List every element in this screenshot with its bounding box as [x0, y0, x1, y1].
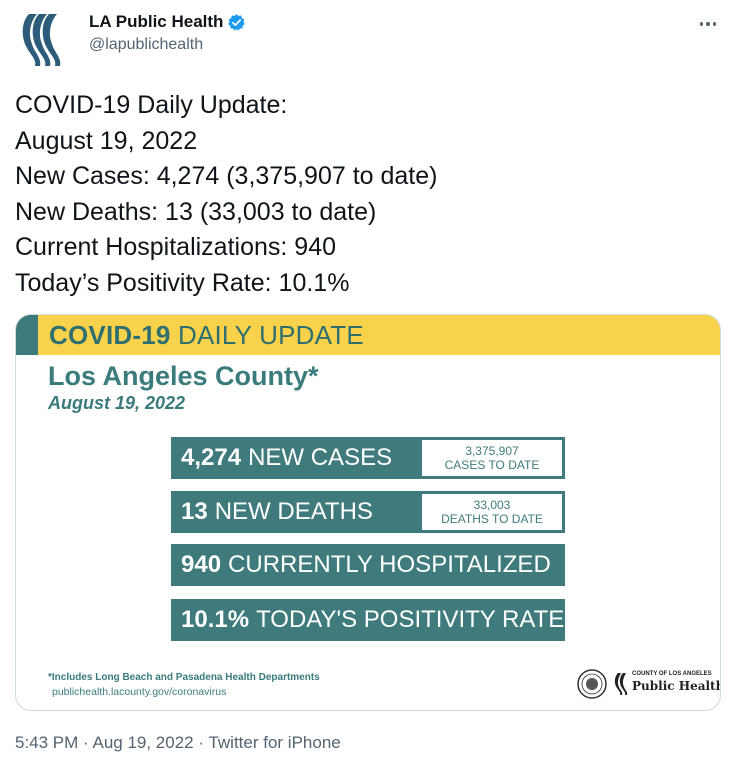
update-banner: COVID-19 DAILY UPDATE: [16, 315, 720, 355]
stat-new-cases: 4,274 NEW CASES 3,375,907 CASES TO DATE: [171, 437, 565, 479]
stat-value: 10.1%: [181, 606, 250, 633]
card-date: August 19, 2022: [48, 393, 186, 413]
stat-to-date-value: 33,003: [473, 498, 511, 512]
banner-title-rest: DAILY UPDATE: [177, 320, 364, 350]
stat-value: 13: [181, 498, 208, 525]
logo-small-text: COUNTY OF LOS ANGELES: [632, 671, 712, 677]
banner-title-bold: COVID-19: [49, 320, 171, 350]
county-title: Los Angeles County*: [48, 361, 319, 391]
county-seal-icon: [577, 669, 607, 699]
tweet-line: August 19, 2022: [15, 126, 198, 155]
tweet-line: COVID-19 Daily Update:: [15, 91, 288, 119]
banner-title: COVID-19 DAILY UPDATE: [49, 320, 364, 351]
stat-value: 940: [181, 551, 222, 578]
stat-new-deaths: 13 NEW DEATHS 33,003 DEATHS TO DATE: [171, 491, 565, 533]
card-link: publichealth.lacounty.gov/coronavirus: [52, 686, 227, 698]
tweet-image-card[interactable]: COVID-19 DAILY UPDATE Los Angeles County…: [15, 314, 721, 711]
author-handle[interactable]: @lapublichealth: [89, 36, 204, 53]
stat-to-date-label: DEATHS TO DATE: [441, 512, 543, 526]
stat-hospitalized: 940 CURRENTLY HOSPITALIZED: [171, 544, 565, 586]
tweet-date[interactable]: Aug 19, 2022: [92, 733, 194, 752]
stat-to-date-value: 3,375,907: [465, 444, 519, 458]
stat-to-date-box: 33,003 DEATHS TO DATE: [422, 494, 562, 530]
stat-label: NEW DEATHS: [214, 498, 373, 525]
stat-positivity-rate: 10.1% TODAY'S POSITIVITY RATE: [171, 599, 565, 641]
tweet-line: New Cases: 4,274 (3,375,907 to date): [15, 162, 438, 191]
tweet-meta: 5:43 PM · Aug 19, 2022 · Twitter for iPh…: [15, 733, 341, 752]
banner-accent: [16, 315, 38, 355]
tweet-text: COVID-19 Daily Update: August 19, 2022 N…: [15, 88, 715, 302]
logo-big-text: Public Health: [632, 679, 721, 693]
tweet-source[interactable]: Twitter for iPhone: [208, 733, 341, 752]
author-name[interactable]: LA Public Health: [89, 12, 224, 31]
stat-label: TODAY'S POSITIVITY RATE: [256, 606, 565, 633]
author-block: LA Public Health @lapublichealth: [89, 12, 246, 54]
stat-label: NEW CASES: [248, 444, 393, 471]
tweet-line: Current Hospitalizations: 940: [15, 233, 336, 262]
tweet-line: New Deaths: 13 (33,003 to date): [15, 197, 377, 226]
stat-to-date-label: CASES TO DATE: [444, 458, 540, 472]
verified-badge-icon: [228, 13, 246, 31]
tweet-header: LA Public Health @lapublichealth: [15, 8, 720, 68]
public-health-logo-icon: COUNTY OF LOS ANGELES Public Health: [612, 670, 720, 698]
profile-avatar-icon[interactable]: [15, 8, 71, 68]
stat-to-date-box: 3,375,907 CASES TO DATE: [422, 440, 562, 476]
card-footnote: *Includes Long Beach and Pasadena Health…: [48, 672, 320, 683]
stat-value: 4,274: [181, 444, 242, 471]
more-options-icon[interactable]: [696, 14, 720, 34]
stat-label: CURRENTLY HOSPITALIZED: [228, 551, 551, 578]
tweet-line: Today’s Positivity Rate: 10.1%: [15, 268, 350, 297]
tweet-time[interactable]: 5:43 PM: [15, 733, 79, 752]
